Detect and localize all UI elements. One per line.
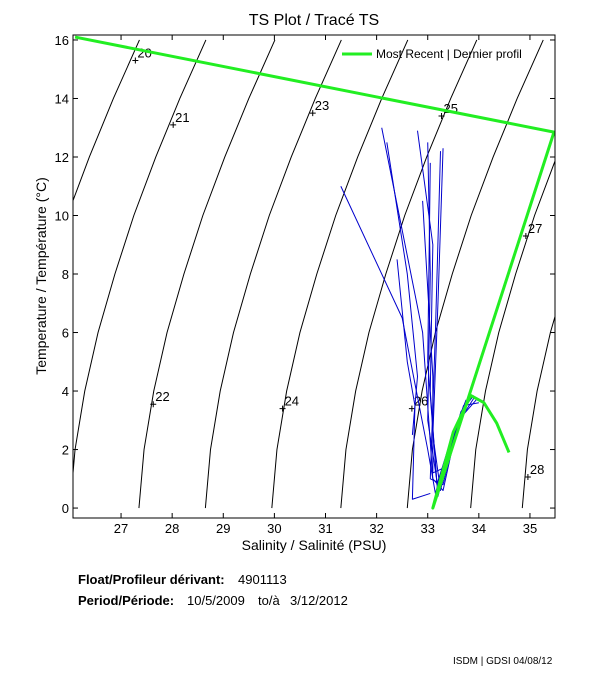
recent-profile (74, 35, 555, 510)
period-start: 10/5/2009 (187, 593, 245, 608)
isopycnal-marker (309, 110, 316, 117)
isopycnal-label: 22 (155, 389, 169, 404)
isopycnal-label: 23 (315, 98, 329, 113)
x-axis-label: Salinity / Salinité (PSU) (242, 537, 387, 553)
x-tick-label: 30 (267, 521, 281, 536)
x-tick-label: 34 (472, 521, 486, 536)
footer: ISDM | GDSI 04/08/12 (453, 656, 553, 667)
isopycnal-marker (279, 405, 286, 412)
isopycnal-marker (408, 405, 415, 412)
isopycnal-marker (170, 121, 177, 128)
x-tick-label: 32 (369, 521, 383, 536)
isopycnal (73, 39, 140, 202)
x-tick-label: 31 (318, 521, 332, 536)
y-tick-label: 16 (55, 33, 69, 48)
x-tick-label: 27 (114, 521, 128, 536)
isopycnal (470, 159, 555, 509)
float-id: 4901113 (238, 572, 287, 587)
x-tick-label: 35 (523, 521, 537, 536)
isopycnal (340, 39, 478, 509)
period-end: 3/12/2012 (290, 593, 348, 608)
isopycnal (521, 314, 555, 509)
y-tick-label: 0 (62, 501, 69, 516)
period-label: Period/Période: (78, 593, 174, 608)
chart-title: TS Plot / Tracé TS (249, 12, 379, 29)
isopycnal (204, 39, 342, 509)
y-tick-label: 2 (62, 443, 69, 458)
y-tick-label: 12 (55, 150, 69, 165)
isopycnal (138, 39, 276, 509)
y-tick-label: 8 (62, 267, 69, 282)
legend-label: Most Recent | Dernier profil (376, 47, 522, 61)
y-tick-label: 6 (62, 326, 69, 341)
period-to: to/à (258, 593, 280, 608)
isopycnal-marker (150, 401, 157, 408)
isopycnal-label: 28 (530, 462, 544, 477)
isopycnal-marker (132, 57, 139, 64)
x-tick-label: 33 (420, 521, 434, 536)
isopycnal-marker (438, 113, 445, 120)
y-axis-label: Temperature / Température (°C) (33, 177, 49, 375)
isopycnal-marker (522, 232, 529, 239)
profile (386, 142, 419, 435)
float-label: Float/Profileur dérivant: (78, 572, 225, 587)
isopycnal (406, 39, 544, 509)
isopycnal-marker (524, 474, 531, 481)
x-tick-label: 28 (165, 521, 179, 536)
y-tick-label: 4 (62, 384, 69, 399)
isopycnal-label: 27 (528, 221, 542, 236)
y-tick-label: 14 (55, 91, 69, 106)
isopycnal-label: 21 (175, 110, 189, 125)
isopycnal (73, 39, 207, 479)
isopycnal (271, 39, 409, 509)
x-tick-label: 29 (216, 521, 230, 536)
axes-box (72, 34, 556, 519)
y-tick-label: 10 (55, 209, 69, 224)
isopycnal-label: 24 (285, 394, 299, 409)
